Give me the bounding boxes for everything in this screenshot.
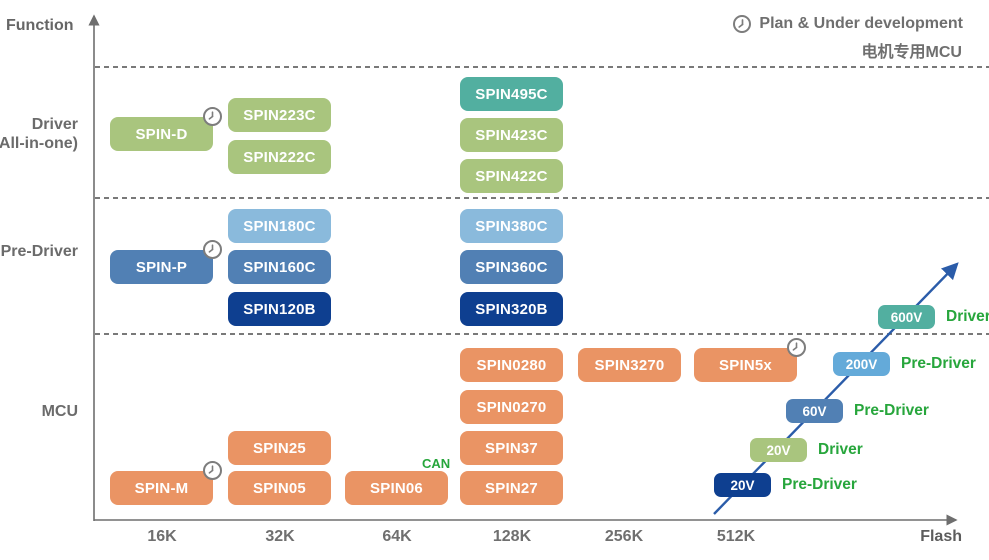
product-label: SPIN495C: [475, 85, 548, 103]
y-axis-title: Function: [6, 17, 74, 34]
product-label: SPIN360C: [475, 258, 548, 276]
band-label-driver: Driver (All-in-one): [0, 116, 78, 152]
product-SPIN422C: SPIN422C: [460, 159, 563, 193]
product-SPIN0270: SPIN0270: [460, 390, 563, 424]
legend-label: Plan & Under development: [759, 15, 963, 32]
product-label: SPIN0270: [476, 398, 547, 416]
product-SPIN423C: SPIN423C: [460, 118, 563, 152]
x-tick-512K: 512K: [716, 528, 756, 545]
clock-icon: [203, 107, 222, 126]
clock-icon: [787, 338, 806, 357]
product-SPIN27: SPIN27: [460, 471, 563, 505]
voltage-badge-60V-Pre-Driver: 60V: [786, 399, 843, 423]
product-SPIN180C: SPIN180C: [228, 209, 331, 243]
diagram-subtitle: 电机专用MCU: [861, 44, 962, 61]
x-tick-64K: 64K: [382, 528, 412, 545]
x-tick-16K: 16K: [147, 528, 177, 545]
product-SPIN-P: SPIN-P: [110, 240, 222, 284]
product-label: SPIN3270: [594, 356, 665, 374]
product-label: SPIN0280: [476, 356, 547, 374]
product-SPIN223C: SPIN223C: [228, 98, 331, 132]
product-SPIN5x: SPIN5x: [694, 338, 806, 382]
product-label: SPIN06: [370, 479, 423, 497]
product-label: SPIN05: [253, 479, 306, 497]
product-SPIN05: SPIN05: [228, 471, 331, 505]
product-SPIN120B: SPIN120B: [228, 292, 331, 326]
product-SPIN-D: SPIN-D: [110, 107, 222, 151]
clock-icon: [733, 15, 752, 33]
legend: Plan & Under development: [733, 15, 963, 33]
product-label: SPIN422C: [475, 167, 548, 185]
voltage-type-label: Pre-Driver: [854, 402, 929, 419]
voltage-badge-600V-Driver: 600V: [878, 305, 935, 329]
product-label: SPIN222C: [243, 148, 316, 166]
voltage-type-label: Pre-Driver: [901, 355, 976, 372]
product-SPIN37: SPIN37: [460, 431, 563, 465]
product-SPIN360C: SPIN360C: [460, 250, 563, 284]
voltage-type-label: Pre-Driver: [782, 476, 857, 493]
band-label-mcu: MCU: [41, 403, 78, 420]
product-SPIN-M: SPIN-M: [110, 461, 222, 505]
product-label: SPIN423C: [475, 126, 548, 144]
band-label-pre-driver: Pre-Driver: [0, 243, 78, 260]
product-SPIN0280: SPIN0280: [460, 348, 563, 382]
x-axis-title: Flash: [920, 528, 962, 545]
product-label: SPIN160C: [243, 258, 316, 276]
product-SPIN495C: SPIN495C: [460, 77, 563, 111]
product-label: SPIN-D: [135, 125, 188, 143]
clock-icon: [203, 461, 222, 480]
x-tick-32K: 32K: [265, 528, 295, 545]
voltage-type-label: Driver: [818, 441, 863, 458]
product-SPIN380C: SPIN380C: [460, 209, 563, 243]
x-tick-256K: 256K: [604, 528, 644, 545]
product-label: SPIN380C: [475, 217, 548, 235]
product-SPIN25: SPIN25: [228, 431, 331, 465]
can-tag: CAN: [422, 456, 451, 471]
product-label: SPIN-M: [134, 479, 189, 497]
product-SPIN222C: SPIN222C: [228, 140, 331, 174]
product-label: SPIN120B: [243, 300, 316, 318]
voltage-badge-200V-Pre-Driver: 200V: [833, 352, 890, 376]
product-SPIN06: SPIN06: [345, 471, 448, 505]
product-label: SPIN223C: [243, 106, 316, 124]
product-SPIN160C: SPIN160C: [228, 250, 331, 284]
product-label: SPIN-P: [135, 258, 188, 276]
voltage-type-label: Driver: [946, 308, 989, 325]
product-label: SPIN5x: [719, 356, 772, 374]
product-label: SPIN180C: [243, 217, 316, 235]
product-SPIN320B: SPIN320B: [460, 292, 563, 326]
product-label: SPIN25: [253, 439, 306, 457]
voltage-badge-20V-Pre-Driver: 20V: [714, 473, 771, 497]
voltage-badge-20V-Driver: 20V: [750, 438, 807, 462]
product-SPIN3270: SPIN3270: [578, 348, 681, 382]
product-label: SPIN27: [485, 479, 538, 497]
x-tick-128K: 128K: [492, 528, 532, 545]
product-label: SPIN37: [485, 439, 538, 457]
product-label: SPIN320B: [475, 300, 548, 318]
clock-icon: [203, 240, 222, 259]
